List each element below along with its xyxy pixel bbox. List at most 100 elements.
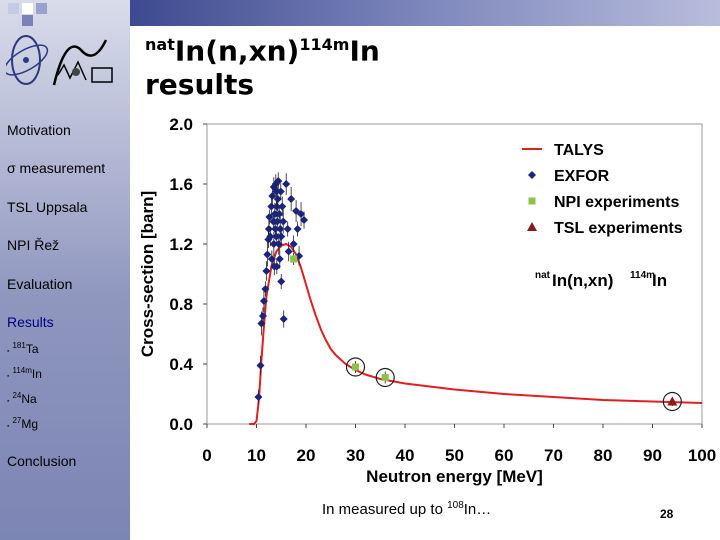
npi-point [290, 255, 298, 263]
y-tick-label: 1.2 [169, 235, 193, 254]
decor-square [8, 3, 19, 14]
npi-highlight-circle [345, 357, 366, 377]
x-tick-label: 0 [202, 446, 211, 465]
y-tick-label: 0.8 [169, 295, 193, 314]
exfor-point [262, 267, 271, 275]
sub-mg[interactable]: ▪27Mg [7, 416, 39, 431]
exfor-point [284, 247, 293, 256]
exfor-point [274, 240, 283, 248]
legend-label: TSL experiments [554, 220, 683, 237]
exfor-point [272, 232, 281, 241]
exfor-point [300, 216, 309, 224]
exfor-point [275, 210, 284, 218]
plot-area: 0.0 0.4 0.8 1.2 1.6 2.0 0 10 20 30 40 50 60 70 80 90 100… [138, 115, 716, 486]
exfor-point [267, 202, 276, 211]
decor-square [22, 15, 33, 26]
cross-section-chart: 0.0 0.4 0.8 1.2 1.6 2.0 0 10 20 30 40 50 60 70 80 90 100… [138, 115, 716, 486]
x-tick-label: 20 [297, 446, 316, 465]
tsl-highlight-circle [662, 391, 682, 412]
exfor-point [254, 393, 263, 401]
exfor-point [276, 225, 285, 233]
y-tick-label: 0.0 [169, 415, 193, 434]
x-tick-label: 100 [688, 446, 716, 465]
legend-box [514, 132, 692, 242]
exfor-point [297, 210, 306, 218]
exfor-point [282, 180, 291, 188]
nav-tsl-uppsala[interactable]: TSL Uppsala [7, 199, 88, 215]
x-tick-label: 50 [445, 446, 464, 465]
annotation-post: In [652, 271, 667, 290]
exfor-point [272, 262, 281, 271]
exfor-point [283, 225, 292, 233]
bullet-icon: ▪ [7, 373, 10, 380]
exfor-point [269, 183, 278, 191]
x-axis-label: Neutron energy [MeV] [366, 467, 543, 486]
exfor-point [264, 225, 273, 233]
x-tick-label: 10 [247, 446, 266, 465]
page-title: natIn(n,xn)114mIn results [145, 34, 380, 102]
exfor-point [277, 232, 286, 241]
bullet-icon: ▪ [7, 423, 10, 430]
x-tick-label: 90 [643, 446, 662, 465]
legend-marker-exfor [528, 171, 536, 179]
exfor-point [276, 187, 285, 196]
decor-square [22, 3, 33, 14]
y-tick-label: 2.0 [169, 115, 193, 134]
exfor-point [279, 217, 288, 226]
exfor-point [293, 225, 302, 233]
x-tick-label: 80 [594, 446, 613, 465]
exfor-point [266, 232, 275, 241]
exfor-point [275, 255, 284, 263]
exfor-point [289, 240, 298, 248]
npi-logo-icon [3, 35, 49, 85]
nav-evaluation[interactable]: Evaluation [7, 276, 73, 292]
exfor-point [279, 315, 288, 323]
x-tick-label: 70 [544, 446, 563, 465]
legend-label: TALYS [554, 142, 604, 159]
sub-in[interactable]: ▪114mIn [7, 366, 42, 381]
y-tick-label: 1.6 [169, 175, 193, 194]
page-number: 28 [660, 507, 674, 521]
bullet-icon: ▪ [7, 398, 10, 405]
exfor-point [258, 312, 267, 320]
legend-marker-npi [528, 197, 536, 205]
institute-logos [3, 30, 126, 100]
x-tick-label: 60 [495, 446, 514, 465]
x-tick-label: 30 [346, 446, 365, 465]
exfor-point [272, 202, 281, 211]
annotation-main: In(n,xn) [552, 271, 613, 290]
nav-conclusion[interactable]: Conclusion [7, 453, 77, 469]
annotation-pre: nat [535, 270, 551, 281]
footnote: In measured up to 108In… [322, 500, 492, 518]
gsi-logo-icon [52, 39, 113, 86]
exfor-point [256, 361, 265, 370]
y-axis-label: Cross-section [barn] [138, 191, 157, 357]
sub-ta[interactable]: ▪181Ta [7, 341, 39, 356]
npi-point [352, 363, 359, 371]
nav-results[interactable]: Results [7, 314, 54, 330]
exfor-point [261, 285, 270, 293]
legend-marker-tsl [527, 222, 537, 231]
x-tick-label: 40 [396, 446, 415, 465]
exfor-point [257, 319, 266, 328]
tsl-point [667, 396, 678, 406]
nav-npi-rez[interactable]: NPI Řež [7, 237, 60, 253]
sub-na[interactable]: ▪24Na [7, 391, 37, 406]
legend-label: EXFOR [554, 168, 610, 185]
nav-measurement[interactable]: σ measurement [7, 160, 106, 176]
exfor-point [268, 192, 277, 200]
exfor-point [277, 277, 286, 286]
header-bar [130, 0, 720, 26]
exfor-point [263, 250, 272, 259]
exfor-point [259, 297, 268, 305]
exfor-point [274, 177, 283, 185]
sidebar: Motivation σ measurement TSL Uppsala NPI… [0, 0, 130, 540]
y-tick-label: 0.4 [169, 355, 193, 374]
npi-highlight-circle [375, 367, 395, 388]
nav-motivation[interactable]: Motivation [7, 122, 71, 138]
decor-square [36, 3, 47, 14]
npi-point [381, 374, 389, 381]
exfor-point [287, 195, 296, 203]
exfor-point [278, 202, 287, 211]
annotation-iso: 114m [630, 270, 655, 281]
